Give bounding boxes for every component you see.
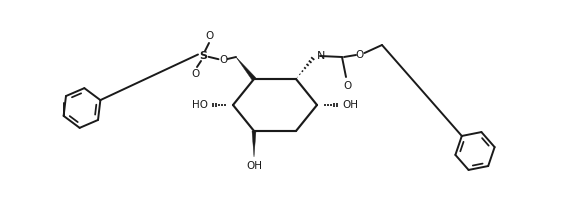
- Text: S: S: [199, 51, 207, 61]
- Text: HO: HO: [192, 100, 208, 110]
- Text: N: N: [317, 51, 325, 61]
- Text: O: O: [343, 81, 351, 91]
- Text: O: O: [219, 55, 227, 65]
- Polygon shape: [236, 57, 256, 80]
- Text: O: O: [206, 31, 214, 41]
- Polygon shape: [252, 131, 256, 157]
- Text: OH: OH: [342, 100, 358, 110]
- Text: O: O: [356, 50, 364, 60]
- Text: O: O: [192, 69, 200, 79]
- Text: OH: OH: [246, 161, 262, 171]
